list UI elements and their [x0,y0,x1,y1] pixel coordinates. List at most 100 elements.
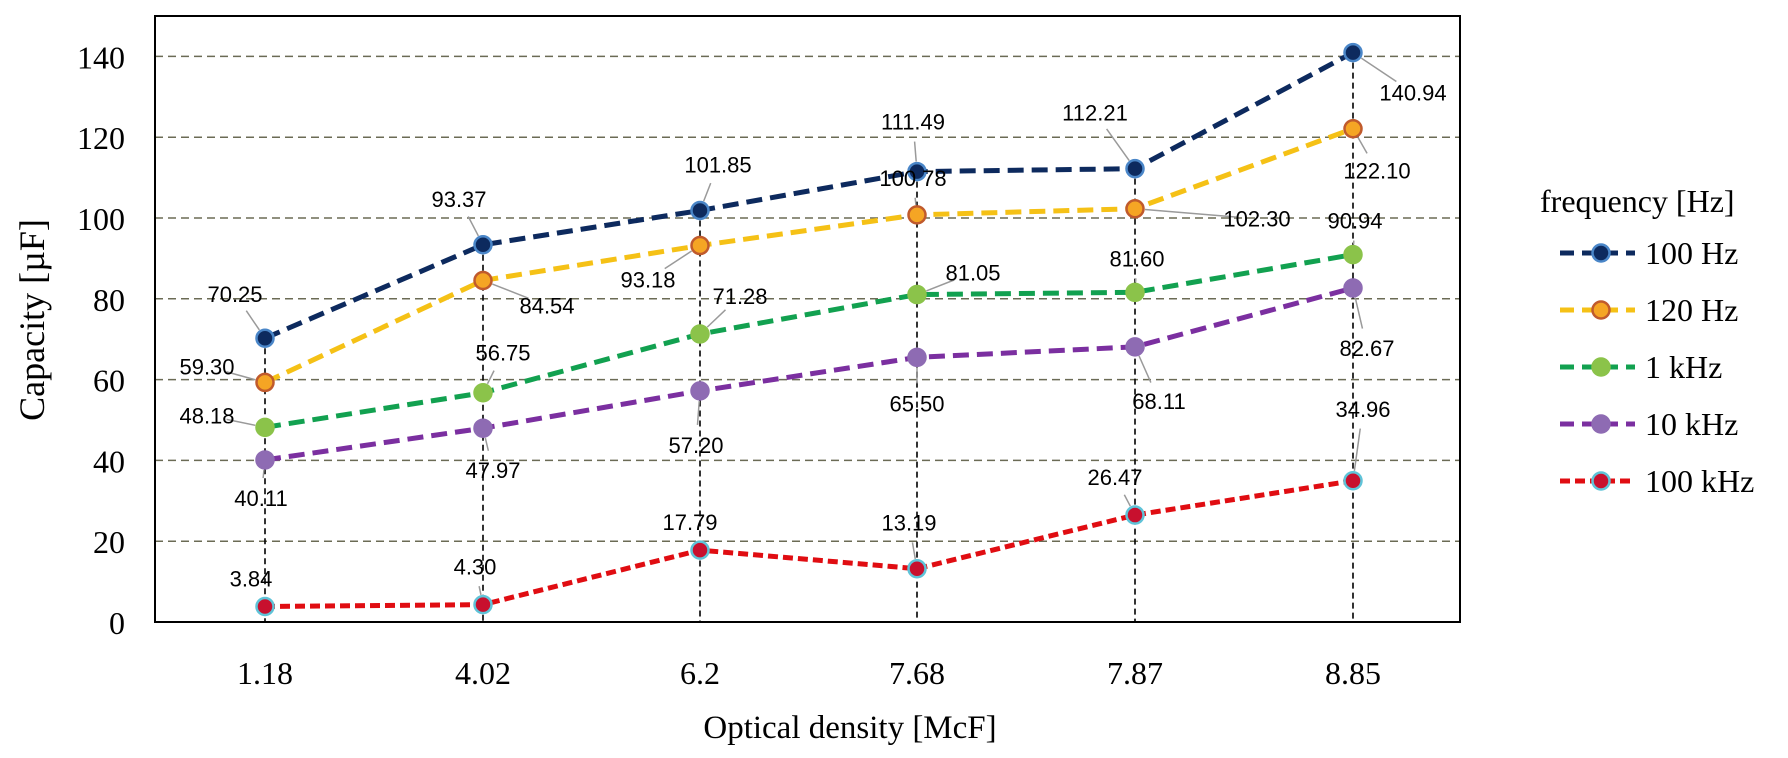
leader-line [245,310,260,331]
data-label: 112.21 [1062,101,1128,126]
series-line-2 [264,252,1354,430]
data-point [255,372,275,393]
data-point [255,328,275,348]
leader-line [478,586,482,595]
leader-line [914,197,917,205]
x-tick-label: 7.87 [1107,655,1163,691]
data-point [1343,244,1363,265]
data-label: 34.96 [1335,397,1390,422]
y-tick-label: 20 [93,524,125,560]
data-point [473,382,493,403]
legend-swatch-marker [1591,471,1611,491]
leader-line [1138,355,1152,383]
leader-line [484,437,490,451]
data-point [690,200,710,221]
data-point [1343,42,1363,63]
series-lines [263,50,1355,609]
series-line-1 [263,126,1354,385]
data-label: 90.94 [1327,209,1382,234]
leader-line [664,250,693,270]
leader-line [1360,57,1397,83]
data-label: 93.37 [431,187,486,212]
category-drop-lines [264,52,1354,622]
legend-swatch-marker [1591,300,1611,320]
x-axis-label: Optical density [McF] [703,710,996,746]
x-tick-label: 8.85 [1325,655,1381,691]
leader-line [911,542,917,559]
data-label: 40.11 [234,486,287,511]
leader-line [1144,208,1238,218]
data-point [1125,337,1145,357]
data-label: 26.47 [1087,465,1142,490]
y-tick-label: 60 [93,363,125,399]
data-point [1343,278,1363,298]
y-tick-label: 0 [109,605,125,641]
data-label: 111.49 [881,110,945,135]
leader-line [486,370,495,385]
data-label: 81.05 [945,261,1000,286]
label-leader-lines [226,57,1397,595]
data-label: 71.28 [712,284,767,309]
data-point [1125,282,1145,303]
data-point [690,381,710,401]
data-point [690,540,710,560]
y-tick-label: 140 [77,39,125,75]
data-point [1343,471,1363,491]
leader-line [226,418,256,427]
data-label: 47.97 [465,458,520,483]
data-point [255,596,275,617]
data-point [907,205,927,225]
series-line-3 [264,285,1354,463]
data-label: 102.30 [1223,207,1290,232]
data-label: 59.30 [179,354,234,379]
data-point [907,558,927,579]
data-label: 100 78 [879,166,946,191]
leader-line [913,141,917,162]
data-label: 101.85 [684,153,751,178]
data-label: 93.18 [620,268,675,293]
data-point [907,284,927,305]
data-label: 68.11 [1132,389,1185,414]
legend-item-label: 1 kHz [1645,349,1722,385]
data-point [1343,118,1363,139]
y-axis-ticks: 0 20 40 60 80 100 120 140 [77,39,125,641]
data-point [473,270,493,291]
legend-swatch-marker [1591,243,1611,263]
leader-line [492,283,529,299]
legend: frequency [Hz] 100 Hz 120 Hz 1 kHz 10 kHz 10… [1540,183,1754,499]
data-label: 13.19 [881,511,936,536]
leader-line [1106,128,1130,161]
legend-item-label: 100 kHz [1645,463,1754,499]
data-label: 65.50 [889,391,944,416]
data-label: 82.67 [1339,336,1394,361]
data-label: 17.79 [662,510,717,535]
leader-line [926,279,955,292]
data-label: 70.25 [207,282,262,307]
data-label: 56.75 [475,341,530,366]
plot-area-frame [154,15,1461,623]
data-point [1125,158,1145,179]
y-tick-label: 100 [77,201,125,237]
data-point [255,450,275,470]
data-label: 57.20 [668,433,723,458]
data-point [907,161,927,182]
data-label: 122.10 [1343,159,1410,184]
y-axis-label: Capacity [µF] [12,219,52,421]
leader-line [1353,428,1361,471]
data-labels: 70.25 93.37 101.85 111.49 112.21 140.94 59.30 8… [179,81,1446,592]
leader-line [1357,137,1368,154]
leader-line [702,182,712,202]
data-point [473,418,493,438]
data-point [1125,198,1145,219]
y-tick-label: 80 [93,282,125,318]
y-tick-label: 120 [77,120,125,156]
data-point [1125,505,1145,525]
y-tick-label: 40 [93,443,125,479]
leader-line [696,400,701,426]
legend-item-label: 120 Hz [1645,292,1738,328]
data-label: 81.60 [1109,246,1164,271]
leader-line [1123,494,1132,507]
data-label: 140.94 [1379,81,1446,106]
x-tick-label: 6.2 [680,655,720,691]
